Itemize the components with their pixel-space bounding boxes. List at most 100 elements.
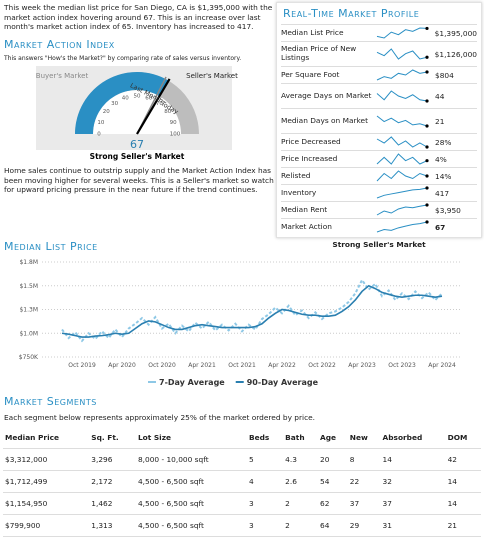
sparkline-end [425,145,429,149]
y-tick-label: $750K [19,354,39,361]
sparkline [376,90,429,103]
sparkline-line [376,187,428,199]
sparkline [376,26,429,39]
sparkline-end [425,174,429,178]
x-tick-label: Oct 2020 [148,362,176,369]
gauge-tick-label: 60 [145,95,152,101]
gauge-tick-label: 80 [164,109,171,115]
sparkline-end [425,55,429,59]
y-tick-label: $1.3M [19,307,38,314]
table-cell: 2 [283,514,318,537]
profile-row: Median Price of New Listings $1,126,000 [281,41,477,66]
column-header: Beds [246,427,284,449]
y-tick-label: $1.8M [19,259,38,266]
sparkline-end [425,26,429,31]
table-cell: 3 [246,514,284,537]
gauge-needle [136,78,171,135]
profile-row: Median Days on Market 21 [281,108,477,133]
sparkline [376,203,429,216]
table-cell: 22 [347,470,381,493]
table-row: $3,312,000 3,296 8,000 - 10,000 sqft 5 4.3 20… [3,448,481,471]
sparkline [376,115,429,128]
profile-value: $804 [435,70,454,80]
profile-value: $1,395,000 [434,28,477,38]
profile-row: Median Rent $3,950 [281,201,477,218]
profile-label: Relisted [281,170,311,180]
table-cell: 14 [445,492,481,515]
table-cell: 5 [246,448,284,471]
table-cell: 3,296 [89,448,136,471]
sparkline [376,48,429,60]
table-cell: 2,172 [89,470,136,493]
table-cell: 29 [347,514,381,537]
gauge-tick-label: 100 [170,132,181,138]
gauge-caption: Strong Seller's Market [90,152,185,161]
table-cell: $799,900 [3,514,90,537]
sparkline-line [376,48,427,60]
gauge-tick-label: 20 [103,109,110,115]
column-header: Bath [283,427,318,449]
profile-value: 4% [435,154,447,164]
profile-panel: Real-Time Market Profile Median List Pri… [276,2,482,249]
profile-value: 67 [435,222,446,232]
table-cell: $3,312,000 [3,448,90,471]
page: This week the median list price for San … [3,2,482,537]
table-cell: 3 [246,492,284,515]
profile-row: Average Days on Market 44 [281,83,477,108]
profile-caption: Strong Seller's Market [332,240,426,249]
column-header: Age [318,427,348,449]
x-tick-label: Apr 2023 [348,362,376,369]
sparkline-end [425,203,429,207]
table-row: $1,712,499 2,172 4,500 - 6,500 sqft 4 2.6 54 2… [3,470,481,493]
sparkline-line [376,204,428,216]
column-header: Median Price [3,427,90,449]
table-cell: 37 [347,492,381,515]
sparkline [376,170,429,182]
segments-table: Median Price Sq. Ft. Lot Size Beds Bath Age Ne… [3,427,481,537]
profile-value: $1,126,000 [434,49,477,59]
table-cell: 14 [445,470,481,493]
profile-row: Price Decreased 28% [281,133,477,150]
buyers-label: Buyer's Market [36,72,89,80]
column-header: Absorbed [380,427,446,449]
profile-rows: Median List Price $1,395,000 Median Price … [277,24,481,235]
x-tick-label: Oct 2021 [228,362,256,369]
table-cell: 4,500 - 6,500 sqft [135,492,247,515]
table-cell: 42 [445,448,481,471]
profile-label: Price Increased [281,153,338,163]
sparkline [376,186,429,199]
profile-value: 417 [435,188,450,198]
table-row: $1,154,950 1,462 4,500 - 6,500 sqft 3 2 62 37 3… [3,492,481,515]
column-header: Lot Size [135,427,247,449]
section-title: Market Action Index [4,38,115,51]
section-title: Market Segments [4,395,97,408]
table-cell: 54 [318,470,348,493]
sparkline-line [376,221,428,233]
gauge-tick-label: 40 [122,95,129,101]
sellers-label: Seller's Market [186,72,238,80]
column-header: DOM [445,427,481,449]
profile-value: 44 [435,91,445,101]
x-tick-label: Apr 2021 [188,362,216,369]
profile-row: Relisted 14% [281,167,477,184]
x-tick-label: Apr 2022 [268,362,296,369]
sparkline-end [425,99,429,103]
column-header: Sq. Ft. [89,427,136,449]
gauge-tick-label: 10 [97,120,104,126]
sparkline [376,153,429,165]
sparkline-line [376,115,428,127]
profile-label: Market Action [281,221,332,231]
gauge: Buyer's Market Seller's Market Strong Se… [36,66,238,161]
table-cell: 2.6 [283,470,318,493]
gauge-tick-label: 30 [111,101,118,107]
profile-label: Average Days on Market [281,90,372,100]
table-cell: 21 [445,514,481,537]
profile-label: Median Days on Market [281,115,368,125]
y-tick-label: $1.5M [19,283,38,290]
gauge-tick-label: 90 [170,120,177,126]
profile-value: 28% [435,137,452,147]
gauge-tick-label: 0 [97,132,101,138]
table-cell: 4,500 - 6,500 sqft [135,470,247,493]
table-cell: 64 [318,514,348,537]
sparkline-end [425,70,429,74]
